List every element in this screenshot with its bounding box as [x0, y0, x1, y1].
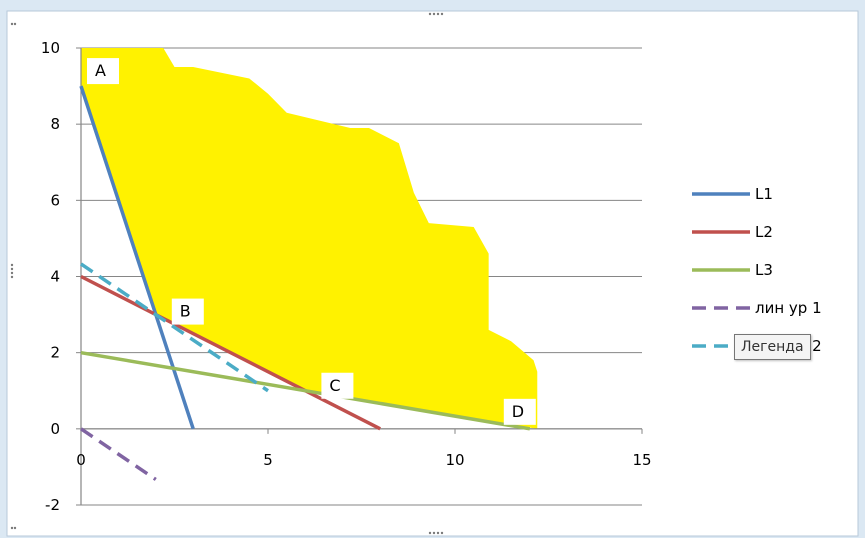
point-label-box: [87, 58, 119, 85]
point-label-B: B: [171, 298, 204, 325]
point-label-text: B: [180, 302, 191, 321]
legend-tooltip: Легенда: [734, 334, 811, 360]
legend-item-0: L1: [692, 185, 773, 203]
legend-item-2: L3: [692, 261, 773, 279]
point-label-box: [503, 398, 536, 425]
series-lines: [79, 85, 531, 481]
series-line-3: [80, 427, 157, 481]
y-tick-label: 0: [50, 420, 60, 438]
point-label-text: A: [95, 61, 106, 80]
legend-item-1: L2: [692, 223, 773, 241]
point-label-C: C: [321, 372, 354, 399]
series-line-1: [80, 274, 381, 431]
y-tick-label: 8: [50, 115, 60, 133]
legend-label: L3: [755, 261, 773, 279]
axes: 0 5 10 15: [76, 47, 652, 506]
point-label-box: [171, 298, 204, 325]
series-line-2: [80, 350, 531, 431]
point-label-text: C: [329, 376, 340, 395]
legend-label: лин ур 1: [755, 299, 822, 317]
series-line-0: [79, 85, 195, 430]
legend-label: L1: [755, 185, 773, 203]
y-tick-label: 10: [41, 39, 60, 57]
x-tick-label: 15: [632, 451, 651, 469]
series-line-4: [80, 262, 269, 393]
y-tick-label: 6: [50, 191, 60, 209]
y-tick-label: 2: [50, 344, 60, 362]
resize-handle-icon[interactable]: [10, 12, 444, 535]
legend-item-3: лин ур 1: [692, 299, 822, 317]
x-tick-label: 10: [445, 451, 464, 469]
point-label-box: [321, 372, 354, 399]
x-tick-label: 5: [263, 451, 273, 469]
point-labels: A B C D: [87, 58, 536, 425]
point-label-text: D: [512, 402, 524, 421]
point-label-A: A: [87, 58, 119, 85]
x-tick-label: 0: [76, 451, 86, 469]
point-label-D: D: [503, 398, 536, 425]
legend-label: L2: [755, 223, 773, 241]
y-tick-label: -2: [45, 496, 60, 514]
y-tick-label: 4: [50, 268, 60, 286]
